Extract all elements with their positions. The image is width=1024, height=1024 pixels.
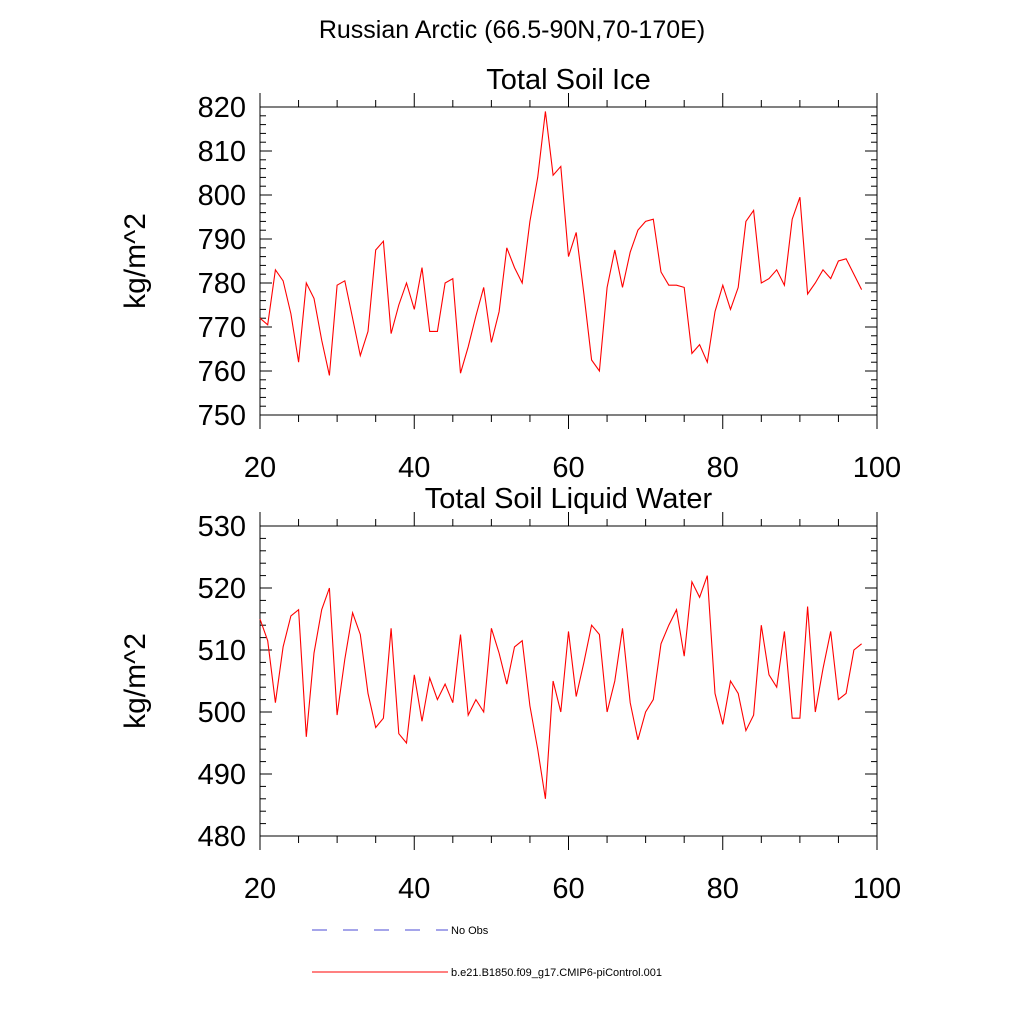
y-tick-label: 500	[198, 697, 246, 729]
x-tick-label: 20	[244, 452, 276, 484]
y-tick-label: 770	[198, 312, 246, 344]
legend: No Obs b.e21.B1850.f09_g17.CMIP6-piContro…	[312, 925, 662, 979]
x-tick-label: 60	[552, 452, 584, 484]
y-tick-label: 510	[198, 635, 246, 667]
x-tick-label: 60	[552, 873, 584, 905]
legend-label-2: b.e21.B1850.f09_g17.CMIP6-piControl.001	[451, 967, 662, 979]
chart-panel-2: Total Soil Liquid Water kg/m^2 480 490 500 51…	[119, 483, 901, 905]
plot-frame	[259, 106, 878, 416]
y-tick-label: 490	[198, 759, 246, 791]
y-tick-label: 790	[198, 224, 246, 256]
x-tick-label: 100	[853, 452, 901, 484]
x-tick-label: 20	[244, 873, 276, 905]
chart-panel-1: Total Soil Ice kg/m^2 750 760 770 780 790 800 81…	[119, 64, 901, 484]
y-tick-label: 530	[198, 511, 246, 543]
y-tick-label: 780	[198, 268, 246, 300]
y-tick-label: 810	[198, 136, 246, 168]
y-tick-label: 520	[198, 573, 246, 605]
x-tick-label: 80	[707, 873, 739, 905]
y-tick-label: 760	[198, 356, 246, 388]
y-tick-label: 800	[198, 180, 246, 212]
x-tick-label: 40	[398, 873, 430, 905]
chart-title: Total Soil Ice	[486, 64, 650, 96]
y-tick-label: 750	[198, 400, 246, 432]
y-tick-label: 820	[198, 92, 246, 124]
series-line-1	[259, 575, 862, 799]
series-line-1	[259, 111, 863, 376]
x-tick-label: 100	[853, 873, 901, 905]
figure-suptitle: Russian Arctic (66.5-90N,70-170E)	[318, 16, 706, 44]
y-axis-label: kg/m^2	[119, 633, 152, 729]
y-tick-label: 480	[198, 821, 246, 853]
y-axis-label: kg/m^2	[119, 213, 152, 309]
chart-title: Total Soil Liquid Water	[425, 483, 713, 515]
legend-label-1: No Obs	[451, 925, 489, 937]
plot-frame	[259, 525, 878, 837]
x-tick-label: 40	[398, 452, 430, 484]
x-tick-label: 80	[707, 452, 739, 484]
